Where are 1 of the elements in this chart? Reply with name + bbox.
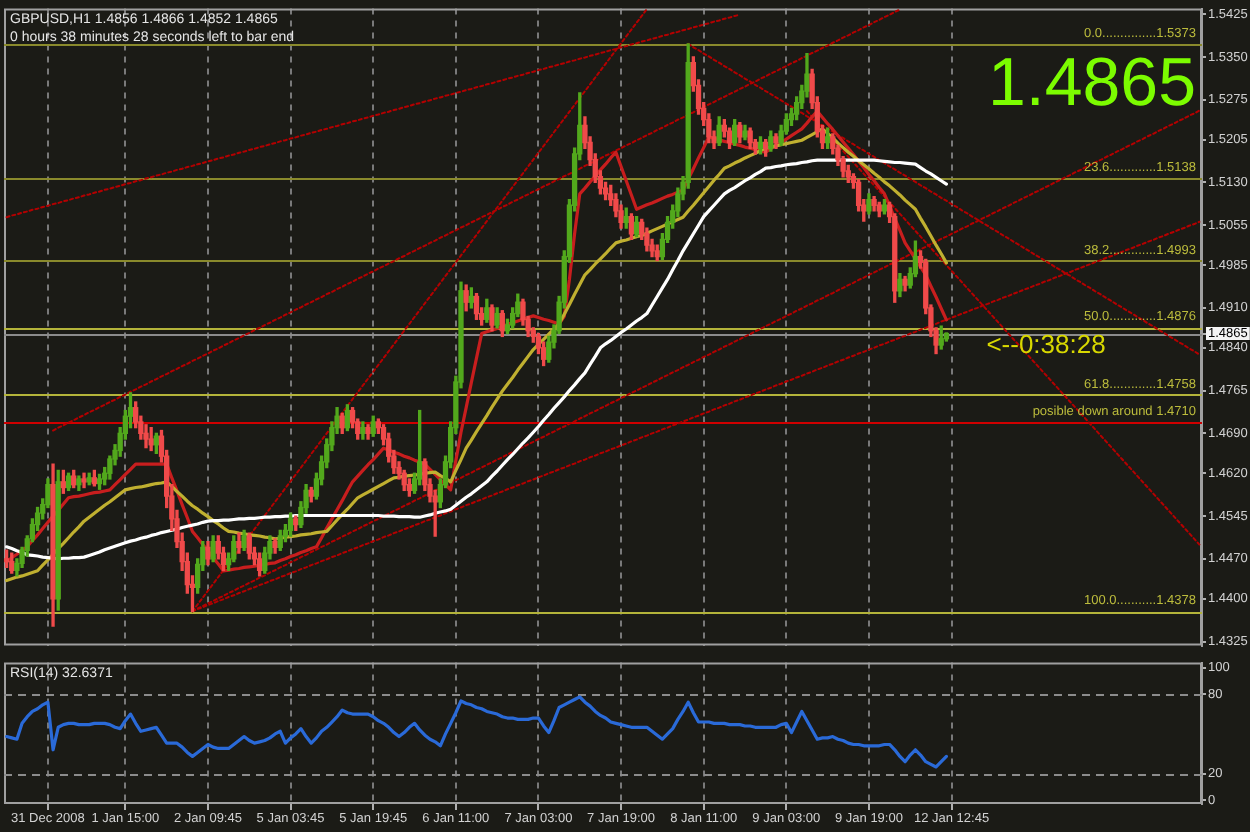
annotation: <--0:38:28 [986, 328, 1106, 359]
